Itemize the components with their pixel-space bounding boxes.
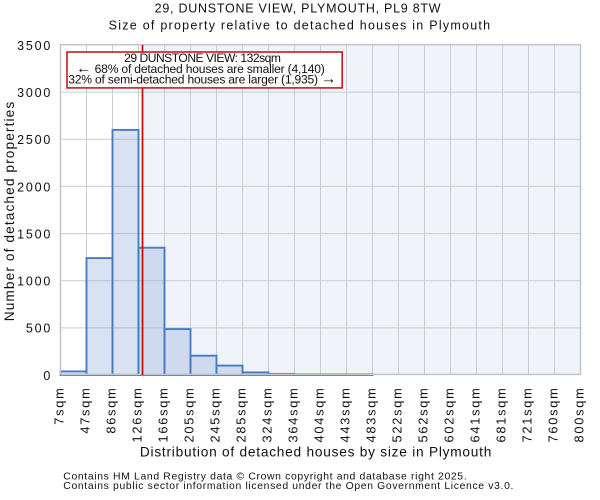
- svg-text:Size of property relative to d: Size of property relative to detached ho…: [109, 19, 492, 33]
- svg-text:29, DUNSTONE VIEW, PLYMOUTH, P: 29, DUNSTONE VIEW, PLYMOUTH, PL9 8TW: [155, 2, 442, 16]
- svg-text:2000: 2000: [17, 180, 52, 194]
- svg-text:Contains HM Land Registry data: Contains HM Land Registry data © Crown c…: [63, 472, 467, 483]
- svg-text:245sqm: 245sqm: [207, 387, 222, 443]
- svg-text:324sqm: 324sqm: [259, 387, 274, 443]
- svg-text:47sqm: 47sqm: [77, 387, 92, 434]
- svg-text:2500: 2500: [17, 133, 52, 147]
- svg-text:86sqm: 86sqm: [103, 387, 118, 434]
- svg-text:← 68% of detached houses are s: ← 68% of detached houses are smaller (4,…: [76, 60, 325, 77]
- svg-text:602sqm: 602sqm: [441, 387, 456, 443]
- svg-text:404sqm: 404sqm: [311, 387, 326, 443]
- svg-text:443sqm: 443sqm: [337, 387, 352, 443]
- svg-text:205sqm: 205sqm: [181, 387, 196, 443]
- svg-text:126sqm: 126sqm: [129, 387, 144, 443]
- svg-text:641sqm: 641sqm: [467, 387, 482, 443]
- svg-text:562sqm: 562sqm: [415, 387, 430, 443]
- svg-text:3000: 3000: [17, 86, 52, 100]
- svg-text:Contains public sector informa: Contains public sector information licen…: [63, 481, 514, 492]
- svg-text:Number of detached properties: Number of detached properties: [2, 101, 17, 322]
- svg-text:681sqm: 681sqm: [493, 387, 508, 443]
- svg-text:Distribution of detached house: Distribution of detached houses by size …: [140, 444, 492, 459]
- svg-text:721sqm: 721sqm: [519, 387, 534, 443]
- svg-text:0: 0: [43, 369, 52, 383]
- svg-text:1000: 1000: [17, 275, 52, 289]
- svg-text:1500: 1500: [17, 227, 52, 241]
- svg-text:483sqm: 483sqm: [363, 387, 378, 443]
- svg-text:500: 500: [26, 322, 52, 336]
- svg-text:166sqm: 166sqm: [155, 387, 170, 443]
- svg-text:29 DUNSTONE VIEW: 132sqm: 29 DUNSTONE VIEW: 132sqm: [124, 51, 281, 65]
- svg-text:760sqm: 760sqm: [545, 387, 560, 443]
- svg-text:800sqm: 800sqm: [571, 387, 586, 443]
- svg-text:285sqm: 285sqm: [233, 387, 248, 443]
- svg-text:364sqm: 364sqm: [285, 387, 300, 443]
- svg-text:522sqm: 522sqm: [389, 387, 404, 443]
- svg-text:32% of semi-detached houses ar: 32% of semi-detached houses are larger (…: [68, 71, 336, 88]
- svg-text:7sqm: 7sqm: [51, 387, 66, 425]
- svg-text:3500: 3500: [17, 39, 52, 53]
